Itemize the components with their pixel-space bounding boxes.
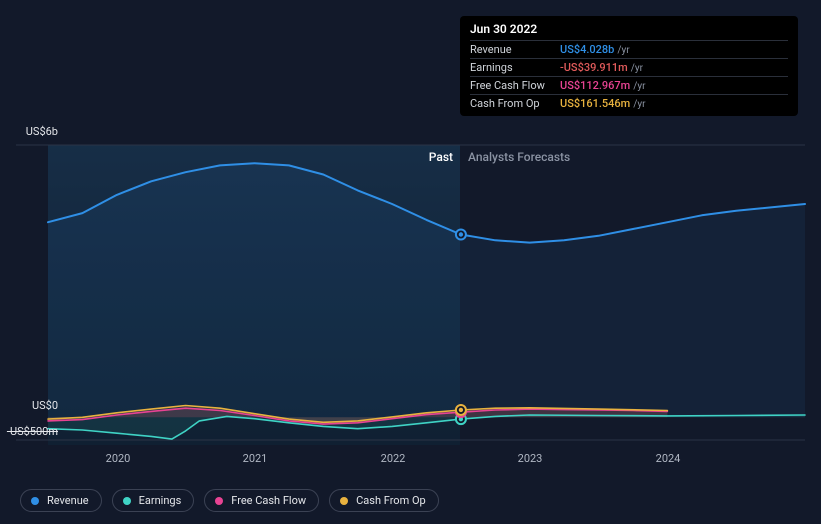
x-axis-label: 2023 (518, 452, 543, 465)
tooltip-unit: /yr (633, 81, 645, 92)
financial-chart: US$6b US$0 -US$500m 2020 2021 2022 2023 2024 P… (0, 0, 821, 524)
legend-label: Free Cash Flow (231, 494, 306, 507)
tooltip-value: -US$39.911m (560, 61, 628, 74)
legend-dot (31, 497, 39, 505)
tooltip-key: Free Cash Flow (470, 79, 560, 92)
legend: Revenue Earnings Free Cash Flow Cash From O… (20, 489, 439, 512)
tooltip-unit: /yr (617, 45, 629, 56)
y-axis-label: -US$500m (2, 425, 58, 438)
legend-dot (340, 497, 348, 505)
legend-label: Revenue (47, 494, 89, 507)
legend-item-revenue[interactable]: Revenue (20, 489, 102, 512)
tooltip-value: US$4.028b (560, 43, 614, 56)
tooltip-row: Earnings-US$39.911m/yr (470, 58, 788, 76)
tooltip-row: Cash From OpUS$161.546m/yr (470, 94, 788, 112)
tooltip-date: Jun 30 2022 (470, 22, 788, 40)
legend-dot (123, 497, 131, 505)
tooltip-row: RevenueUS$4.028b/yr (470, 40, 788, 58)
x-axis-label: 2021 (243, 452, 268, 465)
section-label: Past (429, 150, 453, 164)
section-label: Analysts Forecasts (468, 150, 570, 164)
tooltip-unit: /yr (633, 99, 645, 110)
y-axis-label: US$0 (2, 399, 58, 412)
legend-item-free-cash-flow[interactable]: Free Cash Flow (204, 489, 319, 512)
tooltip-unit: /yr (631, 63, 643, 74)
tooltip-row: Free Cash FlowUS$112.967m/yr (470, 76, 788, 94)
tooltip-key: Earnings (470, 61, 560, 74)
tooltip-key: Revenue (470, 43, 560, 56)
legend-item-earnings[interactable]: Earnings (112, 489, 195, 512)
x-axis-label: 2024 (656, 452, 681, 465)
tooltip-value: US$112.967m (560, 79, 630, 92)
legend-label: Cash From Op (356, 494, 426, 507)
legend-item-cash-from-op[interactable]: Cash From Op (329, 489, 439, 512)
hover-tooltip: Jun 30 2022 RevenueUS$4.028b/yrEarnings-… (460, 16, 798, 116)
tooltip-key: Cash From Op (470, 97, 560, 110)
x-axis-label: 2020 (106, 452, 131, 465)
legend-dot (215, 497, 223, 505)
y-axis-label: US$6b (2, 125, 58, 138)
tooltip-value: US$161.546m (560, 97, 630, 110)
x-axis-label: 2022 (381, 452, 406, 465)
legend-label: Earnings (139, 494, 182, 507)
